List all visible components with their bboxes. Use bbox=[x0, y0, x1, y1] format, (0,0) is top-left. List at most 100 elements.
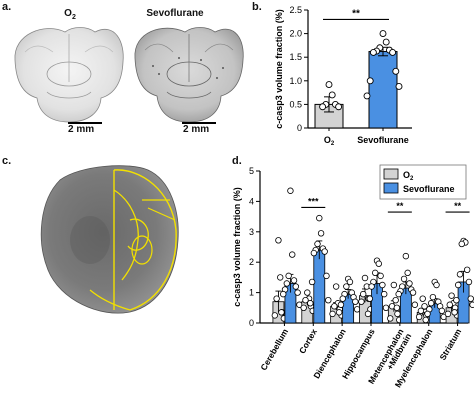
data-point-d bbox=[300, 304, 307, 311]
data-point-d bbox=[290, 277, 298, 284]
data-point-d bbox=[433, 281, 440, 289]
data-point-d bbox=[343, 283, 350, 290]
scale-bar-left bbox=[68, 122, 102, 124]
data-point-d bbox=[371, 269, 379, 277]
legend-swatch-d bbox=[383, 168, 399, 180]
data-point-d bbox=[278, 309, 285, 316]
data-point-d bbox=[332, 283, 340, 290]
data-point-d bbox=[302, 296, 309, 304]
y-tick-label-b: 1.5 bbox=[289, 52, 302, 62]
data-point-d bbox=[358, 298, 365, 305]
y-tick-label-b: 2.5 bbox=[289, 5, 302, 15]
x-tick-label-b: O2 bbox=[324, 135, 335, 147]
scale-label-left: 2 mm bbox=[68, 124, 95, 135]
chart-d: 0 1 2 3 4 5 c-casp3 volume fraction (%) Cerebel… bbox=[232, 164, 474, 389]
panel-a-letter: a. bbox=[2, 1, 12, 13]
data-point-d bbox=[392, 296, 399, 304]
data-point-d bbox=[366, 295, 373, 302]
data-point-d bbox=[448, 292, 455, 299]
data-point-d bbox=[307, 300, 314, 307]
data-point-d bbox=[469, 301, 474, 308]
data-point-d bbox=[294, 289, 301, 296]
data-point-d bbox=[394, 310, 401, 318]
data-point-d bbox=[361, 274, 369, 282]
data-point-d bbox=[285, 272, 292, 280]
data-point-d bbox=[325, 296, 332, 304]
data-point-b bbox=[369, 49, 377, 56]
panel-b-letter: b. bbox=[252, 1, 262, 13]
data-point-d bbox=[402, 252, 410, 260]
data-point-d bbox=[419, 295, 426, 302]
data-point-d bbox=[411, 301, 419, 308]
panel-c-letter: c. bbox=[2, 155, 12, 167]
brain-image-o2 bbox=[14, 27, 124, 123]
x-tick-label-d: Cerebellum bbox=[258, 327, 290, 372]
data-point-b bbox=[389, 49, 397, 56]
y-tick-label-b: 1.0 bbox=[289, 76, 302, 86]
significance-label-d: ** bbox=[454, 201, 462, 211]
data-point-d bbox=[321, 248, 328, 255]
data-point-d bbox=[346, 278, 354, 286]
data-point-d bbox=[364, 310, 372, 318]
data-point-d bbox=[400, 275, 408, 283]
data-point-b bbox=[328, 91, 336, 99]
data-point-b bbox=[379, 30, 387, 38]
data-point-d bbox=[316, 214, 323, 222]
data-point-b bbox=[392, 67, 400, 75]
data-point-d bbox=[406, 280, 413, 287]
data-point-d bbox=[395, 290, 402, 298]
scale-label-right: 2 mm bbox=[183, 124, 210, 135]
data-point-d bbox=[337, 301, 345, 308]
data-point-d bbox=[375, 260, 382, 267]
y-tick-label-d: 2 bbox=[249, 257, 254, 267]
data-point-d bbox=[287, 187, 294, 194]
data-point-d bbox=[283, 280, 291, 287]
data-point-d bbox=[275, 237, 282, 244]
data-point-d bbox=[393, 304, 401, 311]
data-point-d bbox=[446, 301, 453, 308]
panel-d-letter: d. bbox=[232, 155, 242, 167]
x-tick-label-b: Sevoflurane bbox=[357, 135, 409, 145]
y-tick-label-d: 0 bbox=[249, 318, 254, 328]
brain-image-sevoflurane bbox=[134, 27, 244, 123]
data-point-b bbox=[395, 83, 403, 90]
data-point-d bbox=[409, 289, 417, 296]
image-title-o2: O2 bbox=[64, 8, 76, 21]
data-point-d bbox=[465, 278, 473, 286]
data-point-d bbox=[453, 296, 460, 304]
y-tick-label-b: 0.5 bbox=[289, 99, 302, 109]
data-point-d bbox=[292, 283, 300, 290]
data-point-d bbox=[273, 295, 280, 302]
data-point-d bbox=[335, 309, 343, 316]
brain-section-image bbox=[40, 165, 179, 314]
y-axis-label-d: c-casp3 volume fraction (%) bbox=[232, 187, 242, 307]
y-axis-label-b: c-casp3 volume fraction (%) bbox=[274, 9, 284, 129]
scale-bar-right bbox=[182, 122, 216, 124]
x-tick-label-d: Cortex bbox=[297, 327, 319, 356]
brain-images-panel-a bbox=[14, 27, 244, 123]
data-point-d bbox=[458, 240, 465, 248]
data-point-b bbox=[366, 77, 374, 85]
data-point-d bbox=[424, 310, 431, 318]
data-point-d bbox=[422, 316, 429, 324]
data-point-d bbox=[415, 313, 423, 321]
data-point-d bbox=[359, 290, 367, 298]
data-point-b bbox=[382, 38, 390, 46]
data-point-d bbox=[444, 310, 452, 318]
data-point-d bbox=[404, 269, 411, 277]
data-point-d bbox=[454, 281, 462, 289]
data-point-d bbox=[277, 274, 284, 281]
bar-d-sevoflurane bbox=[313, 249, 326, 324]
legend-label-d: Sevoflurane bbox=[403, 184, 455, 194]
data-point-d bbox=[463, 266, 471, 273]
data-point-d bbox=[421, 303, 428, 310]
y-tick-label-b: 2.0 bbox=[289, 29, 302, 39]
data-point-d bbox=[390, 281, 398, 289]
y-tick-label-d: 3 bbox=[249, 227, 254, 237]
data-point-d bbox=[451, 309, 458, 316]
data-point-d bbox=[329, 310, 336, 318]
data-point-b bbox=[319, 103, 327, 111]
data-point-d bbox=[429, 293, 437, 301]
legend-swatch-d bbox=[383, 182, 399, 194]
data-point-d bbox=[304, 289, 311, 296]
